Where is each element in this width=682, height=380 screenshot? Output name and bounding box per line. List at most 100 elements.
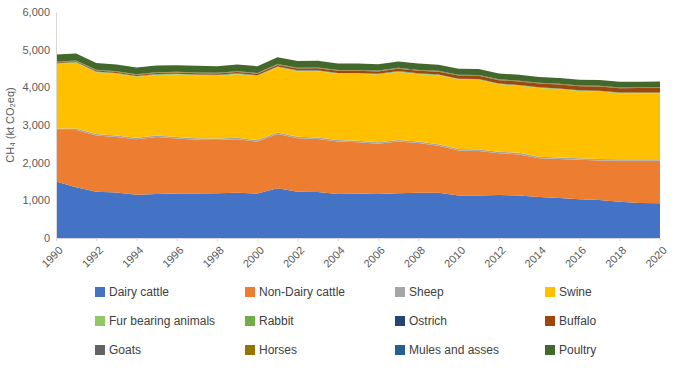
x-tick-mark [418, 238, 419, 241]
legend-item: Non-Dairy cattle [245, 285, 345, 299]
legend-swatch [95, 316, 105, 326]
x-tick-mark [96, 238, 97, 241]
areas [56, 53, 660, 238]
legend-label: Horses [259, 343, 297, 357]
x-tick: 2018 [603, 238, 629, 270]
legend-swatch [395, 345, 405, 355]
x-tick: 2012 [482, 238, 508, 270]
legend-swatch [245, 345, 255, 355]
x-tick: 1996 [160, 238, 186, 270]
legend-item: Ostrich [395, 314, 447, 328]
y-tick: 0 [44, 232, 56, 244]
x-tick-label: 2002 [281, 244, 307, 270]
legend-swatch [245, 316, 255, 326]
legend-label: Buffalo [559, 314, 596, 328]
y-tick-label: 0 [44, 232, 50, 244]
x-tick: 2020 [643, 238, 669, 270]
legend-item: Goats [95, 343, 141, 357]
x-tick-label: 1996 [160, 244, 186, 270]
legend-label: Dairy cattle [109, 285, 169, 299]
x-tick: 1990 [39, 238, 65, 270]
x-tick-label: 1990 [39, 244, 65, 270]
y-tick: 1,000 [22, 194, 56, 206]
x-tick-mark [338, 238, 339, 241]
legend-swatch [95, 287, 105, 297]
x-tick-label: 2020 [643, 244, 669, 270]
area [56, 53, 660, 87]
x-tick-label: 2000 [240, 244, 266, 270]
x-tick-mark [378, 238, 379, 241]
x-tick: 2004 [321, 238, 347, 270]
x-tick: 2016 [563, 238, 589, 270]
x-tick: 2010 [442, 238, 468, 270]
legend-item: Mules and asses [395, 343, 499, 357]
legend-item: Poultry [545, 343, 596, 357]
legend-swatch [245, 287, 255, 297]
y-axis-line [56, 13, 57, 239]
legend-item: Swine [545, 285, 592, 299]
y-tick-label: 6,000 [22, 6, 50, 18]
y-tick-label: 5,000 [22, 44, 50, 56]
x-tick: 2002 [281, 238, 307, 270]
legend-item: Rabbit [245, 314, 294, 328]
x-tick: 2006 [361, 238, 387, 270]
y-tick: 3,000 [22, 119, 56, 131]
legend-label: Goats [109, 343, 141, 357]
x-tick-label: 1998 [200, 244, 226, 270]
y-tick-label: 3,000 [22, 119, 50, 131]
legend-swatch [395, 316, 405, 326]
x-tick: 2000 [240, 238, 266, 270]
plot: 01,0002,0003,0004,0005,0006,000199019921… [22, 6, 668, 270]
y-tick-label: 1,000 [22, 194, 50, 206]
x-tick: 1994 [120, 238, 146, 270]
x-tick: 2014 [522, 238, 548, 270]
y-tick-label: 4,000 [22, 81, 50, 93]
x-tick-label: 1994 [120, 244, 146, 270]
x-tick-label: 2018 [603, 244, 629, 270]
x-tick-mark [459, 238, 460, 241]
x-tick-label: 2004 [321, 244, 347, 270]
x-tick-label: 2008 [401, 244, 427, 270]
legend: Dairy cattle Non-Dairy cattle Sheep Swine Fu… [95, 285, 596, 357]
legend-swatch [95, 345, 105, 355]
legend-label: Ostrich [409, 314, 447, 328]
legend-label: Mules and asses [409, 343, 499, 357]
y-tick: 5,000 [22, 44, 56, 56]
x-tick-mark [217, 238, 218, 241]
legend-label: Sheep [409, 285, 444, 299]
legend-label: Rabbit [259, 314, 294, 328]
legend-swatch [545, 316, 555, 326]
y-tick-label: 2,000 [22, 157, 50, 169]
x-axis: 1990 1992 1994 1996 1998 2000 2002 2004 2006 2008… [39, 238, 669, 270]
legend-item: Buffalo [545, 314, 596, 328]
legend-swatch [395, 287, 405, 297]
x-tick: 2008 [401, 238, 427, 270]
x-tick-label: 2016 [563, 244, 589, 270]
x-tick-label: 1992 [79, 244, 105, 270]
x-tick-label: 2014 [522, 244, 548, 270]
legend-item: Sheep [395, 285, 444, 299]
y-tick: 2,000 [22, 157, 56, 169]
x-tick-mark [620, 238, 621, 241]
legend-item: Fur bearing animals [95, 314, 215, 328]
legend-label: Fur bearing animals [109, 314, 215, 328]
x-tick-label: 2012 [482, 244, 508, 270]
legend-item: Dairy cattle [95, 285, 169, 299]
y-axis: 0 1,000 2,000 3,000 4,000 5,000 6,000 [22, 6, 56, 244]
legend-label: Non-Dairy cattle [259, 285, 345, 299]
legend-swatch [545, 345, 555, 355]
x-tick-mark [298, 238, 299, 241]
legend-swatch [545, 287, 555, 297]
legend-label: Poultry [559, 343, 596, 357]
x-tick-mark [177, 238, 178, 241]
x-tick-label: 2006 [361, 244, 387, 270]
x-tick-mark [56, 238, 57, 241]
x-tick-mark [137, 238, 138, 241]
y-axis-title: CH₄ (kt CO₂eq) [4, 87, 16, 162]
legend-item: Horses [245, 343, 297, 357]
x-tick-mark [579, 238, 580, 241]
x-tick-label: 2010 [442, 244, 468, 270]
x-tick: 1998 [200, 238, 226, 270]
x-tick-mark [499, 238, 500, 241]
area [56, 63, 660, 159]
